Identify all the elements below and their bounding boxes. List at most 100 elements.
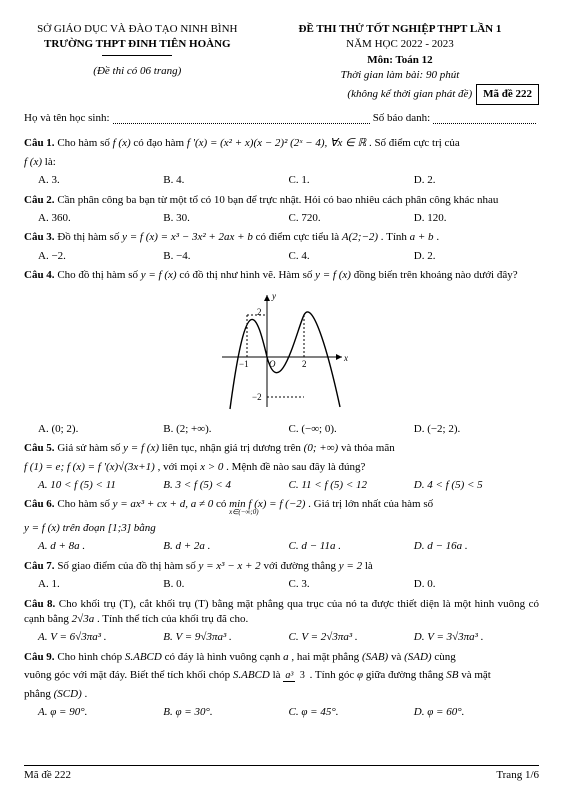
q9-od[interactable]: D. φ = 60°. [414, 705, 539, 720]
q5-eq: y = f (x) [123, 442, 159, 454]
q8-c[interactable]: C. V = 2√3πa³ . [289, 630, 414, 645]
q9-oc[interactable]: C. φ = 45°. [289, 705, 414, 720]
q9-t11: phẳng [24, 688, 54, 700]
q1-d[interactable]: D. 2. [414, 173, 539, 188]
q9-scd: (SCD) [54, 688, 82, 700]
q4-stem: Câu 4. [24, 269, 57, 281]
q3-b[interactable]: B. −4. [163, 249, 288, 264]
q6-sub: x∈(−∞;0) [229, 508, 258, 518]
q9-solid: S.ABCD [125, 651, 162, 663]
q6-options: A. d + 8a . B. d + 2a . C. d − 11a . D. … [38, 539, 539, 554]
q1-b[interactable]: B. 4. [163, 173, 288, 188]
q9-a: a [283, 651, 289, 663]
header-right: ĐỀ THI THỬ TỐT NGHIỆP THPT LẦN 1 NĂM HỌC… [261, 22, 539, 105]
q4-graph: y x 2 −1 2 −2 O [24, 287, 539, 417]
q8-options: A. V = 6√3πa³ . B. V = 9√3πa³ . C. V = 2… [38, 630, 539, 645]
page-footer: Mã đề 222 Trang 1/6 [24, 765, 539, 783]
q6-c[interactable]: C. d − 11a . [289, 539, 414, 554]
y-axis-label: y [271, 291, 276, 301]
q9-oa[interactable]: A. φ = 90°. [38, 705, 163, 720]
q8-d[interactable]: D. V = 3√3πa³ . [414, 630, 539, 645]
q3-t3: . Tính [381, 231, 410, 243]
q6-t1: Cho hàm số [57, 499, 112, 511]
q6-stem: Câu 6. [24, 499, 57, 511]
q3-pt: A(2;−2) [342, 231, 378, 243]
q3-a[interactable]: A. −2. [38, 249, 163, 264]
q4-b[interactable]: B. (2; +∞). [163, 422, 288, 437]
q7-stem: Câu 7. [24, 560, 57, 572]
q2-b[interactable]: B. 30. [163, 211, 288, 226]
q2-text: Cần phân công ba bạn từ một tổ có 10 bạn… [57, 194, 498, 206]
q5-t3: và thỏa mãn [341, 442, 395, 454]
q5-line2: f (1) = e; f (x) = f '(x)√(3x+1) , với m… [24, 460, 539, 475]
q1-stem: Câu 1. [24, 137, 57, 149]
footer-code: Mã đề 222 [24, 768, 71, 783]
tick-m2: −2 [252, 392, 262, 402]
q5-xgt: x > 0 [200, 461, 223, 473]
q9-t1: Cho hình chóp [57, 651, 125, 663]
q7-t2: với đường thẳng [263, 560, 338, 572]
q4-options: A. (0; 2). B. (2; +∞). C. (−∞; 0). D. (−… [38, 422, 539, 437]
q3-t4: . [436, 231, 439, 243]
q9-p1: (SAB) [362, 651, 388, 663]
q5-dom: (0; +∞) [304, 442, 339, 454]
q9-t3: , hai mặt phẳng [291, 651, 362, 663]
q4-a[interactable]: A. (0; 2). [38, 422, 163, 437]
q3-c[interactable]: C. 4. [289, 249, 414, 264]
q9-ob[interactable]: B. φ = 30°. [163, 705, 288, 720]
q7-b[interactable]: B. 0. [163, 577, 288, 592]
q1-t4: là: [45, 156, 56, 168]
q7-d[interactable]: D. 0. [414, 577, 539, 592]
q2-a[interactable]: A. 360. [38, 211, 163, 226]
q1-a[interactable]: A. 3. [38, 173, 163, 188]
q5-t4: , với mọi [158, 461, 201, 473]
q8-b[interactable]: B. V = 9√3πa³ . [163, 630, 288, 645]
q6-b[interactable]: B. d + 2a . [163, 539, 288, 554]
q9-frac-n: a³ [283, 670, 295, 682]
q9-solid2: S.ABCD [233, 669, 270, 681]
q6-t4: y = f (x) trên đoạn [1;3] bằng [24, 522, 156, 534]
q4-eq2: y = f (x) [315, 269, 351, 281]
q2-options: A. 360. B. 30. C. 720. D. 120. [38, 211, 539, 226]
q4-t2: có đồ thị như hình vẽ. Hàm số [179, 269, 315, 281]
q1-f: f (x) [113, 137, 131, 149]
q5-b[interactable]: B. 3 < f (5) < 4 [163, 478, 288, 493]
question-3: Câu 3. Đồ thị hàm số y = f (x) = x³ − 3x… [24, 230, 539, 245]
q5-d[interactable]: D. 4 < f (5) < 5 [414, 478, 539, 493]
question-7: Câu 7. Số giao điểm của đồ thị hàm số y … [24, 559, 539, 574]
id-field[interactable] [433, 114, 536, 124]
q7-options: A. 1. B. 0. C. 3. D. 0. [38, 577, 539, 592]
q3-d[interactable]: D. 2. [414, 249, 539, 264]
exam-year: NĂM HỌC 2022 - 2023 [261, 37, 539, 52]
q7-c[interactable]: C. 3. [289, 577, 414, 592]
question-6: Câu 6. Cho hàm số y = ax³ + cx + d, a ≠ … [24, 497, 539, 513]
q5-t1: Giả sử hàm số [57, 442, 123, 454]
q9-phi: φ [357, 669, 363, 681]
q1-c[interactable]: C. 1. [289, 173, 414, 188]
q9-line3: phẳng (SCD) . [24, 687, 539, 702]
q6-d[interactable]: D. d − 16a . [414, 539, 539, 554]
q4-eq: y = f (x) [141, 269, 177, 281]
q4-c[interactable]: C. (−∞; 0). [289, 422, 414, 437]
footer-page: Trang 1/6 [496, 768, 539, 783]
q6-a[interactable]: A. d + 8a . [38, 539, 163, 554]
q9-t2: có đáy là hình vuông cạnh [165, 651, 284, 663]
name-field[interactable] [113, 114, 370, 124]
tick-x2: 2 [302, 359, 307, 369]
q2-c[interactable]: C. 720. [289, 211, 414, 226]
q7-a[interactable]: A. 1. [38, 577, 163, 592]
q9-t12: . [85, 688, 88, 700]
q9-t8: . Tính góc [310, 669, 357, 681]
q3-eq: y = f (x) = x³ − 3x² + 2ax + b [122, 231, 253, 243]
q4-d[interactable]: D. (−2; 2). [414, 422, 539, 437]
q5-a[interactable]: A. 10 < f (5) < 11 [38, 478, 163, 493]
q2-d[interactable]: D. 120. [414, 211, 539, 226]
q5-c[interactable]: C. 11 < f (5) < 12 [289, 478, 414, 493]
q6-min-block: min f (x) = f (−2) x∈(−∞;0) [229, 497, 305, 512]
q8-a[interactable]: A. V = 6√3πa³ . [38, 630, 163, 645]
exam-header: SỞ GIÁO DỤC VÀ ĐÀO TẠO NINH BÌNH TRƯỜNG … [24, 22, 539, 105]
id-label: Số báo danh: [373, 111, 430, 126]
q1-t1: Cho hàm số [57, 137, 112, 149]
question-9: Câu 9. Cho hình chóp S.ABCD có đáy là hì… [24, 650, 539, 665]
q9-t6: vuông góc với mặt đáy. Biết thể tích khố… [24, 669, 233, 681]
